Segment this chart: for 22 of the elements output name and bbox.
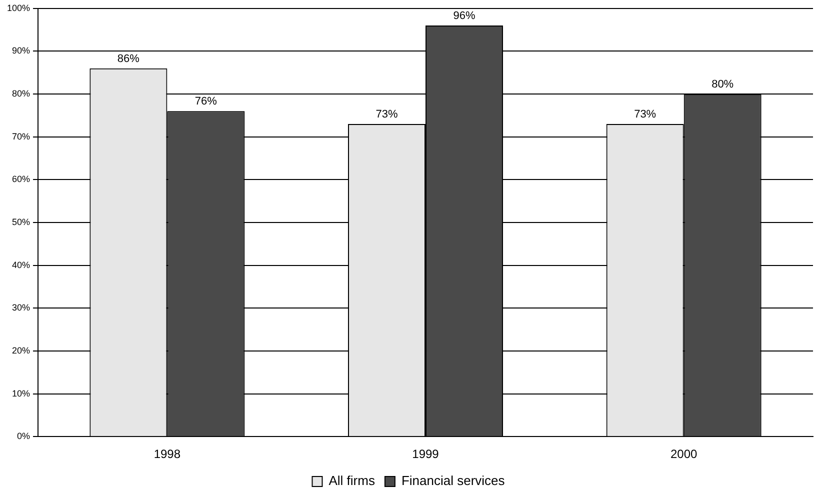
data-label: 76% <box>194 96 218 108</box>
data-label: 73% <box>634 108 656 121</box>
y-tick-label: 80% <box>12 88 30 99</box>
y-tick-label: 60% <box>12 174 30 184</box>
y-tick-label: 30% <box>12 302 30 313</box>
data-label: 73% <box>376 108 398 121</box>
legend-label: Financial services <box>401 473 506 488</box>
y-tick-label: 100% <box>6 2 30 13</box>
y-tick-label: 90% <box>12 46 30 56</box>
x-tick-label: 2000 <box>670 447 698 462</box>
y-tick-label: 20% <box>12 345 30 356</box>
y-tick-label: 50% <box>12 216 30 227</box>
data-label: 80% <box>712 78 734 91</box>
data-label: 96% <box>453 10 476 22</box>
x-tick-label: 1999 <box>412 447 440 462</box>
x-tick-label: 1998 <box>154 447 181 462</box>
y-tick-label: 40% <box>12 260 30 270</box>
data-label: 86% <box>117 52 140 65</box>
legend-label: All firms <box>328 473 376 488</box>
y-tick-label: 0% <box>17 431 30 442</box>
y-tick-label: 10% <box>12 388 30 398</box>
y-tick-label: 70% <box>12 131 30 142</box>
